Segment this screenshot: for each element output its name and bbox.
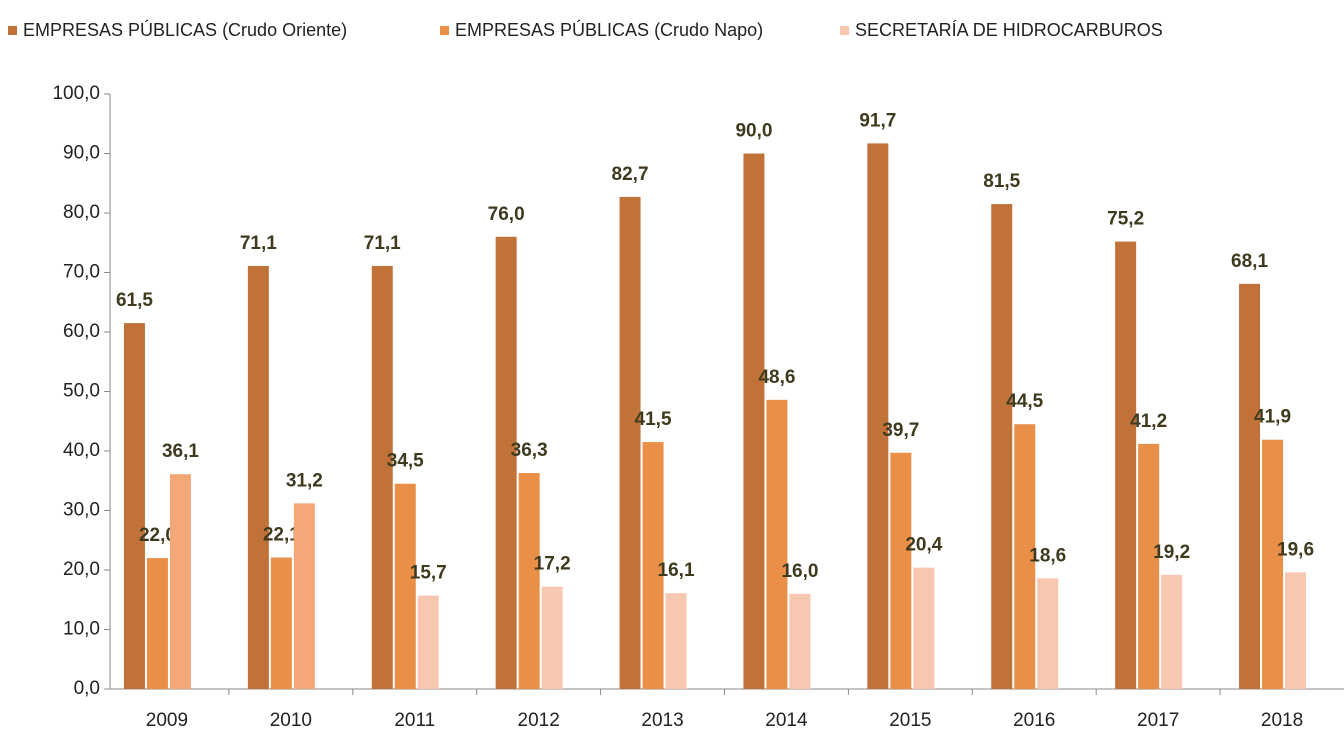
value-label: 15,7 [410, 563, 447, 584]
bar [991, 204, 1013, 689]
x-tick-label: 2014 [765, 710, 808, 731]
bar [394, 483, 416, 689]
y-tick-label: 50,0 [63, 381, 100, 402]
bar [1138, 443, 1160, 689]
bar [495, 236, 517, 690]
legend-swatch [8, 26, 17, 35]
bar [371, 265, 393, 689]
y-tick-label: 90,0 [63, 143, 100, 164]
bar [270, 557, 292, 689]
value-label: 90,0 [735, 121, 772, 142]
bar [518, 473, 540, 689]
bar [247, 265, 269, 689]
value-label: 34,5 [387, 451, 424, 472]
y-tick-label: 70,0 [63, 262, 100, 283]
value-label: 71,1 [364, 233, 401, 254]
value-label: 82,7 [612, 164, 649, 185]
value-label: 81,5 [983, 171, 1020, 192]
legend-label: EMPRESAS PÚBLICAS (Crudo Oriente) [23, 19, 347, 40]
bar [1239, 283, 1261, 689]
bar [1285, 572, 1307, 689]
bar [417, 595, 439, 689]
bar [890, 452, 912, 689]
y-tick-label: 40,0 [63, 440, 100, 461]
value-label: 91,7 [859, 110, 896, 131]
value-label: 22,1 [263, 525, 300, 546]
value-label: 16,0 [781, 561, 818, 582]
x-tick-label: 2018 [1261, 710, 1303, 731]
value-label: 71,1 [240, 233, 277, 254]
value-label: 48,6 [758, 367, 795, 388]
value-label: 19,2 [1153, 542, 1190, 563]
value-label: 36,1 [162, 441, 199, 462]
bar [1115, 241, 1137, 689]
bar [1262, 439, 1284, 689]
y-tick-label: 30,0 [63, 500, 100, 521]
y-tick-label: 10,0 [63, 619, 100, 640]
bar [642, 442, 664, 689]
value-label: 41,9 [1254, 407, 1291, 428]
y-tick-label: 0,0 [74, 678, 100, 699]
y-tick-label: 60,0 [63, 321, 100, 342]
bar [665, 593, 687, 689]
x-tick-label: 2012 [518, 710, 560, 731]
bar [541, 586, 563, 689]
x-tick-label: 2013 [641, 710, 683, 731]
value-label: 16,1 [658, 560, 695, 581]
value-label: 61,5 [116, 290, 153, 311]
value-label: 39,7 [882, 420, 919, 441]
legend-label: SECRETARÍA DE HIDROCARBUROS [855, 20, 1163, 40]
legend-swatch [440, 26, 449, 35]
value-label: 19,6 [1277, 539, 1314, 560]
bar [913, 567, 935, 689]
bar [123, 323, 145, 689]
y-tick-label: 20,0 [63, 559, 100, 580]
x-tick-label: 2015 [889, 710, 931, 731]
bar [743, 153, 765, 689]
value-label: 17,2 [534, 554, 571, 575]
value-label: 44,5 [1006, 391, 1043, 412]
bar [293, 503, 315, 689]
x-tick-label: 2009 [146, 710, 188, 731]
y-tick-label: 100,0 [52, 83, 100, 104]
x-tick-label: 2010 [270, 710, 312, 731]
value-label: 31,2 [286, 470, 323, 491]
value-label: 20,4 [905, 535, 942, 556]
bar [169, 474, 191, 689]
x-tick-label: 2016 [1013, 710, 1055, 731]
value-label: 22,0 [139, 525, 176, 546]
bar [1161, 574, 1183, 689]
bar [146, 558, 168, 689]
y-tick-label: 80,0 [63, 202, 100, 223]
value-label: 75,2 [1107, 209, 1144, 230]
bar [867, 143, 889, 689]
legend-label: EMPRESAS PÚBLICAS (Crudo Napo) [455, 19, 763, 40]
value-label: 41,5 [635, 409, 672, 430]
value-label: 68,1 [1231, 251, 1268, 272]
value-label: 18,6 [1029, 545, 1066, 566]
bar [766, 399, 788, 689]
value-label: 36,3 [511, 440, 548, 461]
x-tick-label: 2017 [1137, 710, 1179, 731]
value-label: 76,0 [488, 204, 525, 225]
bar [789, 593, 811, 689]
bar [1014, 424, 1036, 689]
legend-swatch [840, 26, 849, 35]
bar [619, 196, 641, 689]
bar [1037, 578, 1059, 689]
x-tick-label: 2011 [394, 710, 435, 731]
value-label: 41,2 [1130, 411, 1167, 432]
